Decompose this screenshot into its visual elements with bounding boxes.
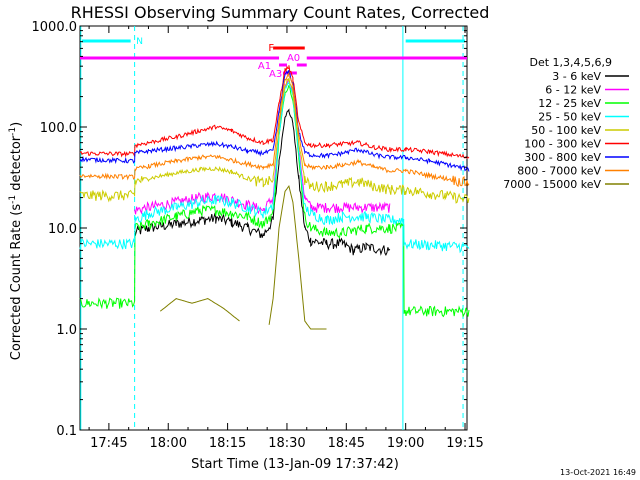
y-tick-label: 1.0 [56, 323, 77, 338]
night-label: N [136, 37, 143, 47]
y-tick-label: 1000.0 [32, 20, 78, 35]
series-line [79, 79, 470, 254]
a0-label: A0 [287, 53, 300, 64]
y-tick-label: 100.0 [40, 121, 77, 136]
series-line [79, 71, 470, 188]
x-axis-label: Start Time (13-Jan-09 17:37:42) [191, 457, 399, 472]
y-tick-label: 0.1 [56, 424, 77, 439]
timestamp-label: 13-Oct-2021 16:49 [560, 468, 636, 477]
x-tick-label: 18:00 [150, 436, 187, 451]
series-line [79, 85, 470, 318]
x-tick-label: 18:30 [268, 436, 305, 451]
x-tick-label: 18:45 [328, 436, 365, 451]
legend-entry-label: 25 - 50 keV [538, 111, 601, 124]
series-line [79, 65, 470, 159]
legend-entry-label: 800 - 7000 keV [517, 165, 601, 178]
legend-entry-label: 3 - 6 keV [552, 70, 601, 83]
legend-entry-label: 100 - 300 keV [524, 138, 601, 151]
a1-label: A1 [258, 61, 271, 72]
x-tick-label: 18:15 [209, 436, 246, 451]
y-axis-label: Corrected Count Rate (s-1 detector-1) [8, 122, 24, 360]
series-line [159, 184, 327, 330]
flare-label: F [268, 43, 274, 54]
legend-entry-label: 7000 - 15000 keV [503, 178, 601, 191]
y-tick-label: 10.0 [48, 222, 77, 237]
series-line [79, 69, 470, 172]
chart-title: RHESSI Observing Summary Count Rates, Co… [71, 3, 490, 22]
legend-entry-label: 12 - 25 keV [538, 97, 601, 110]
x-tick-label: 19:15 [446, 436, 483, 451]
a3-label: A3 [269, 69, 282, 80]
legend-entry-label: 50 - 100 keV [531, 124, 601, 137]
series-line [134, 80, 391, 215]
series-line [134, 108, 391, 257]
series-line [79, 77, 470, 204]
legend-entry-label: 300 - 800 keV [524, 151, 601, 164]
x-tick-label: 19:00 [387, 436, 424, 451]
legend-entry-label: 6 - 12 keV [545, 84, 601, 97]
x-tick-label: 17:45 [90, 436, 127, 451]
legend-title: Det 1,3,4,5,6,9 [529, 56, 612, 69]
